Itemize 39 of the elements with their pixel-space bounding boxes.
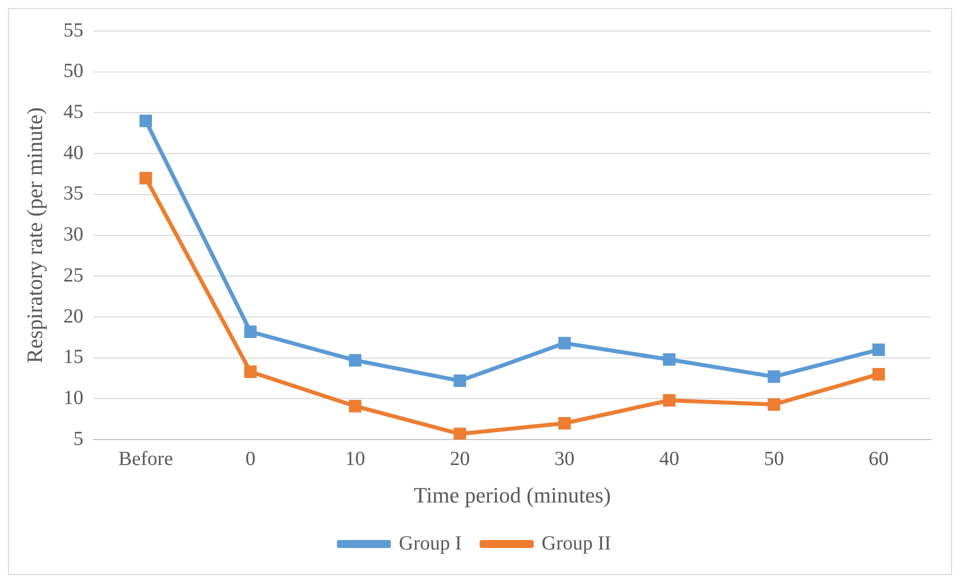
point (768, 398, 780, 411)
point (558, 417, 571, 430)
x-tick-label: 50 (764, 448, 784, 470)
point (244, 325, 257, 338)
x-tick-label: 0 (245, 448, 256, 470)
point (663, 394, 676, 407)
y-tick-label: 40 (63, 142, 84, 164)
point (348, 354, 362, 367)
y-tick-label: 50 (63, 60, 84, 82)
y-axis-title: Respiratory rate (per minute) (22, 107, 47, 364)
point (140, 114, 152, 128)
y-tick-label: 55 (63, 19, 84, 42)
y-tick-label: 10 (63, 386, 84, 409)
y-tick-label: 30 (63, 224, 84, 246)
x-tick-label: 60 (868, 448, 889, 470)
x-tick-label: 30 (554, 448, 575, 470)
point (663, 353, 676, 366)
point (768, 370, 780, 383)
y-tick-label: 5 (73, 428, 84, 450)
x-tick-label: Before (118, 448, 174, 470)
point (140, 172, 152, 184)
x-tick-label: 20 (450, 448, 470, 470)
point (454, 374, 466, 388)
legend-label: Group I (398, 532, 462, 554)
x-tick-label: 10 (345, 448, 366, 470)
point (872, 343, 885, 356)
legend-label: Group II (542, 532, 612, 554)
point (244, 366, 257, 378)
point (348, 400, 362, 412)
y-tick-label: 20 (63, 305, 84, 328)
x-tick-label: 40 (659, 448, 680, 470)
point (872, 368, 885, 380)
y-tick-label: 15 (63, 346, 84, 368)
x-axis-title: Time period (minutes) (414, 482, 611, 508)
y-tick-label: 45 (63, 100, 84, 123)
point (454, 428, 466, 440)
y-tick-label: 25 (63, 264, 84, 286)
y-tick-label: 35 (63, 182, 84, 205)
point (558, 336, 571, 350)
